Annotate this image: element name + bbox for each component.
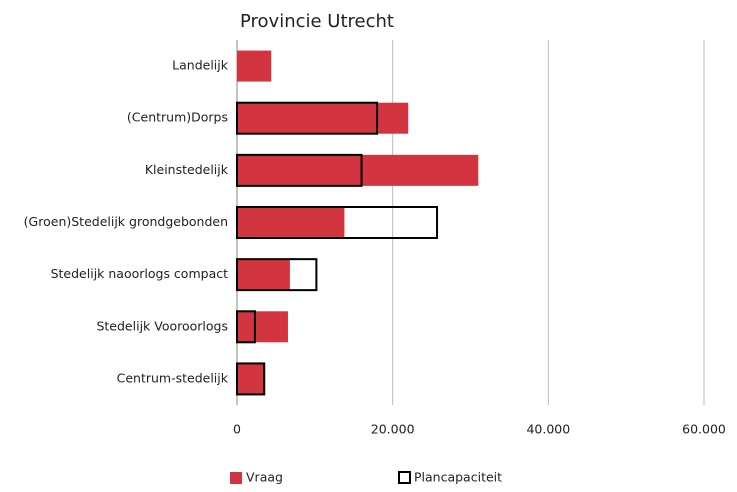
bar: [236, 101, 379, 135]
bar: [237, 154, 479, 186]
legend-swatch: [230, 472, 242, 484]
y-tick-label: Stedelijk Vooroorlogs: [96, 318, 228, 333]
x-tick-label: 40.000: [526, 422, 570, 437]
chart-title: Provincie Utrecht: [240, 11, 394, 32]
x-tick-label: 0: [233, 422, 241, 437]
bar: [237, 259, 290, 291]
bar: [237, 207, 345, 238]
y-tick-label: Centrum-stedelijk: [117, 370, 229, 385]
y-tick-label: (Centrum)Dorps: [127, 110, 228, 125]
x-tick-label: 60.000: [682, 422, 726, 437]
bar: [236, 258, 318, 292]
y-tick-label: (Groen)Stedelijk grondgebonden: [24, 214, 228, 229]
bar: [236, 310, 256, 344]
y-tick-label: Landelijk: [172, 58, 229, 73]
bar: [236, 362, 266, 396]
bar: [236, 206, 439, 239]
y-tick-label: Stedelijk naoorlogs compact: [51, 266, 229, 281]
bar: [237, 102, 409, 134]
legend-label: Plancapaciteit: [414, 470, 502, 485]
bar: [236, 153, 363, 187]
x-tick-label: 20.000: [371, 422, 415, 437]
bar: [237, 363, 265, 395]
y-tick-label: Kleinstedelijk: [145, 162, 229, 177]
legend-swatch: [398, 471, 411, 484]
bar: [237, 311, 288, 343]
legend-label: Vraag: [246, 470, 283, 485]
bar: [237, 50, 272, 82]
